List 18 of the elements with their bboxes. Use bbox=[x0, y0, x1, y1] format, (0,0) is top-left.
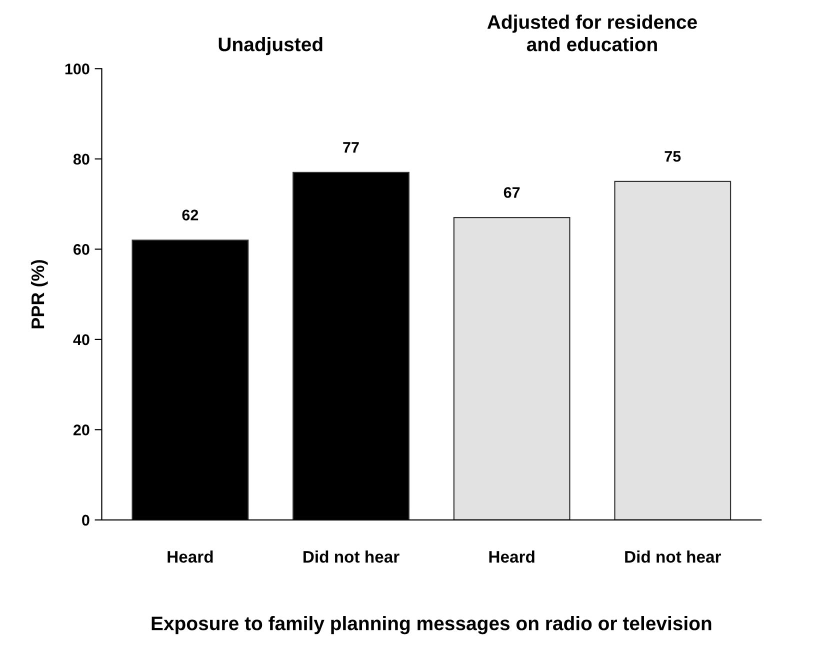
y-axis-title: PPR (%) bbox=[30, 260, 48, 328]
x-tick-label: Did not hear bbox=[625, 550, 722, 563]
x-tick-label: Heard bbox=[168, 550, 213, 563]
text: Unadjusted bbox=[218, 37, 322, 56]
data-label: 67 bbox=[504, 187, 520, 198]
data-label: 62 bbox=[182, 210, 198, 220]
y-tick-label: 20 bbox=[73, 424, 90, 436]
data-label: 77 bbox=[343, 142, 359, 153]
y-tick-label: 0 bbox=[82, 514, 90, 526]
y-tick-label: 40 bbox=[73, 334, 90, 346]
x-tick-label: Heard bbox=[489, 550, 534, 563]
data-label: 75 bbox=[664, 151, 681, 162]
x-axis-title: Exposure to family planning messages on radio or television bbox=[152, 616, 712, 634]
y-tick-label: 60 bbox=[74, 244, 90, 255]
y-tick-label: 80 bbox=[73, 154, 90, 165]
y-tick-label: 100 bbox=[65, 64, 90, 74]
text: Adjusted for residence and education bbox=[487, 14, 697, 52]
x-tick-label: Did not hear bbox=[304, 550, 400, 563]
